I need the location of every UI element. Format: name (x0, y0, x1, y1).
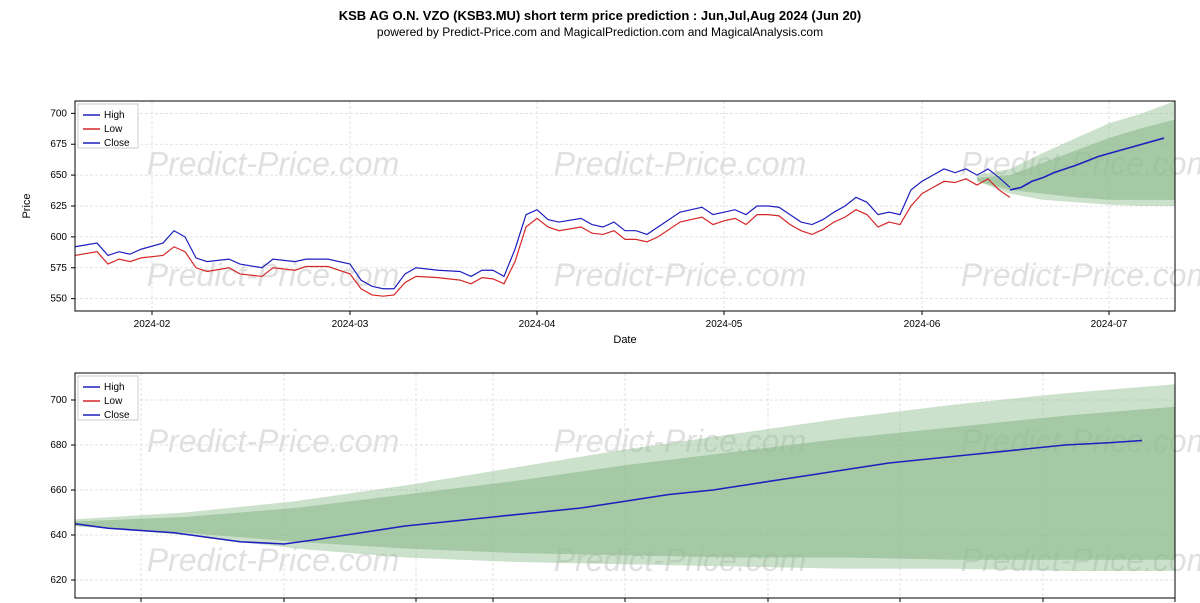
xtick-label: 2024-04 (519, 319, 556, 330)
watermark-text: Predict-Price.com (554, 146, 807, 182)
chart-subtitle: powered by Predict-Price.com and Magical… (0, 23, 1200, 43)
ytick-label: 680 (50, 440, 67, 451)
legend-label: Low (104, 396, 123, 407)
ytick-label: 660 (50, 485, 67, 496)
xtick-label: 2024-03 (332, 319, 369, 330)
ytick-label: 700 (50, 395, 67, 406)
xtick-label: 2024-07 (1091, 319, 1128, 330)
watermark-text: Predict-Price.com (554, 257, 807, 293)
ytick-label: 650 (50, 170, 67, 181)
ytick-label: 625 (50, 201, 67, 212)
legend-label: Close (104, 138, 130, 149)
top-chart-ylabel: Price (21, 193, 33, 218)
xtick-label: 2024-02 (134, 319, 171, 330)
legend-label: High (104, 110, 125, 121)
chart-title: KSB AG O.N. VZO (KSB3.MU) short term pri… (0, 0, 1200, 23)
legend-label: Close (104, 410, 130, 421)
top-chart-xlabel: Date (613, 334, 636, 346)
watermark-text: Predict-Price.com (147, 146, 400, 182)
watermark-text: Predict-Price.com (961, 257, 1200, 293)
ytick-label: 640 (50, 530, 67, 541)
ytick-label: 675 (50, 139, 67, 150)
ytick-label: 620 (50, 575, 67, 586)
ytick-label: 700 (50, 108, 67, 119)
chart-svg: Predict-Price.com Predict-Price.com Predic… (0, 43, 1200, 603)
watermark-text: Predict-Price.com (147, 423, 400, 459)
xtick-label: 2024-05 (706, 319, 743, 330)
watermark-text: Predict-Price.com (147, 257, 400, 293)
xtick-label: 2024-06 (904, 319, 941, 330)
legend-label: High (104, 382, 125, 393)
ytick-label: 575 (50, 263, 67, 274)
ytick-label: 550 (50, 294, 67, 305)
chart-container: KSB AG O.N. VZO (KSB3.MU) short term pri… (0, 0, 1200, 600)
ytick-label: 600 (50, 232, 67, 243)
legend-label: Low (104, 124, 123, 135)
